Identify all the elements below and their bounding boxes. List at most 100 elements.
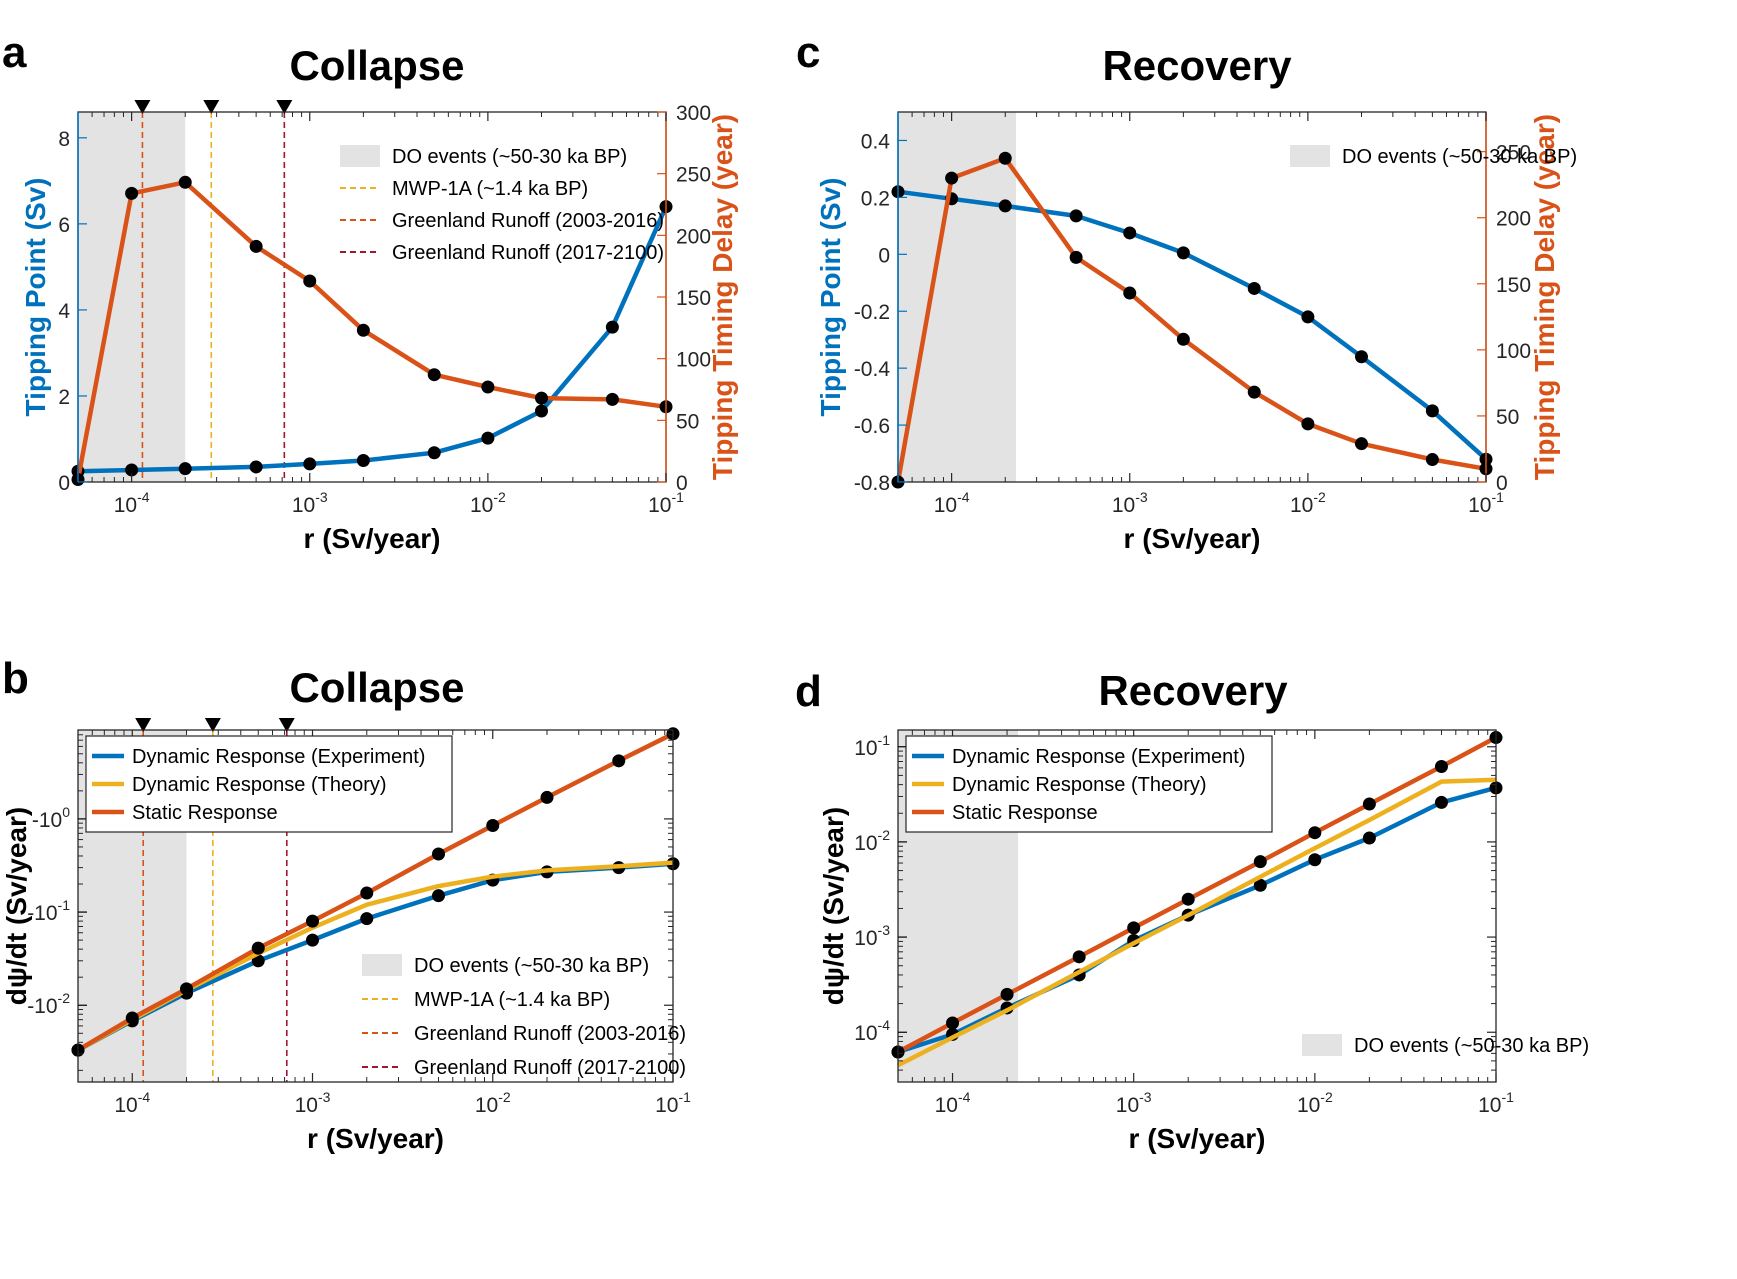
x-tick-label: 10-4 (935, 1089, 971, 1117)
y-tick-label: 0.2 (861, 187, 890, 210)
y-axis-label: Tipping Point (Sv) (815, 177, 846, 416)
y2-tick-label: 200 (676, 225, 711, 248)
data-point-s0-6 (1247, 281, 1261, 295)
data-point-s0-8 (1354, 350, 1368, 364)
y-tick-label-exponent: -2 (878, 827, 891, 843)
data-point-s0-2 (178, 462, 192, 476)
x-tick-label-exponent: -3 (318, 1089, 331, 1105)
x-tick-label: 10-4 (114, 1089, 150, 1117)
y-tick-label-base: 10 (854, 927, 877, 950)
x-tick-label-exponent: -3 (1135, 489, 1148, 505)
x-tick-label: 10-3 (1116, 1089, 1152, 1117)
x-tick-label-base: 10 (1468, 494, 1491, 517)
x-tick-label: 10-4 (934, 489, 970, 517)
y-tick-label: 6 (58, 214, 70, 237)
data-point-s0-7 (1308, 853, 1322, 867)
legend-label: MWP-1A (~1.4 ka BP) (392, 178, 588, 200)
vline-marker-triangle-0 (203, 100, 220, 114)
y2-tick-label: 100 (676, 349, 711, 372)
y-tick-label-exponent: -2 (58, 990, 71, 1006)
data-point-s2-5 (360, 886, 374, 900)
x-tick-label-base: 10 (1112, 494, 1135, 517)
y-tick-label: 10-3 (854, 922, 890, 950)
x-axis-label: r (Sv/year) (1129, 1123, 1266, 1154)
data-point-s1-1 (945, 171, 959, 185)
data-point-s0-8 (1362, 831, 1376, 845)
legend-entry-1: MWP-1A (~1.4 ka BP) (362, 989, 610, 1011)
x-tick-label-base: 10 (470, 494, 493, 517)
x-tick-label: 10-2 (1290, 489, 1326, 517)
y-tick-label-exponent: 0 (62, 804, 70, 820)
y-tick-label: 10-1 (854, 732, 890, 760)
legend-label: Static Response (132, 802, 278, 824)
legend-entry-3: Greenland Runoff (2017-2100) (362, 1057, 686, 1079)
data-point-s1-2 (998, 151, 1012, 165)
data-point-s2-9 (612, 754, 626, 768)
y-tick-label: 2 (58, 386, 70, 409)
legend-entry-1: Dynamic Response (Theory) (912, 774, 1207, 796)
data-point-s2-9 (1434, 760, 1448, 774)
data-point-s2-6 (1253, 855, 1267, 869)
x-tick-label: 10-2 (475, 1089, 511, 1117)
data-point-s1-8 (534, 391, 548, 405)
x-tick-label-base: 10 (114, 1094, 137, 1117)
x-tick-label: 10-3 (1112, 489, 1148, 517)
panel-letter: b (2, 654, 29, 703)
data-point-s0-8 (534, 404, 548, 418)
axes-box (77, 729, 674, 1083)
legend-swatch-patch (1302, 1034, 1342, 1056)
y2-tick-label: 200 (1496, 208, 1531, 231)
x-axis-label: r (Sv/year) (304, 523, 441, 554)
legend-label: Dynamic Response (Experiment) (132, 746, 425, 768)
legend-events: DO events (~50-30 ka BP) MWP-1A (~1.4 ka … (362, 954, 686, 1079)
data-point-s0-4 (303, 457, 317, 471)
x-tick-label-exponent: -1 (1501, 1089, 1514, 1105)
panel-letter: d (795, 667, 822, 716)
data-point-s1-9 (1425, 453, 1439, 467)
data-point-s2-7 (486, 818, 500, 832)
legend-label: Greenland Runoff (2003-2016) (414, 1023, 686, 1045)
data-point-s1-1 (125, 186, 139, 200)
x-tick-label-base: 10 (1290, 494, 1313, 517)
data-point-s0-2 (998, 199, 1012, 213)
y2-tick-label: 250 (1496, 142, 1531, 165)
x-tick-label-base: 10 (1116, 1094, 1139, 1117)
x-tick-label-exponent: -2 (1313, 489, 1326, 505)
data-point-s0-7 (481, 431, 495, 445)
legend-label: DO events (~50-30 ka BP) (414, 955, 649, 977)
panel-title: Collapse (289, 664, 464, 711)
y2-tick-label: 100 (1496, 340, 1531, 363)
series-line-1 (896, 777, 1497, 1068)
legend-label: Dynamic Response (Experiment) (952, 746, 1245, 768)
y2-axis-label: Tipping Timing Delay (year) (707, 114, 738, 480)
y-tick-label-base: -10 (27, 902, 57, 925)
legend-entry-1: MWP-1A (~1.4 ka BP) (340, 178, 588, 200)
legend-entry-2: Greenland Runoff (2003-2016) (340, 210, 664, 232)
axes-box (897, 729, 1497, 1083)
x-tick-label-base: 10 (1297, 1094, 1320, 1117)
panel-title: Recovery (1102, 42, 1292, 89)
data-point-s0-5 (356, 453, 370, 467)
x-tick-label-exponent: -2 (1320, 1089, 1333, 1105)
x-tick-label-base: 10 (1478, 1094, 1501, 1117)
legend-entry-1: Dynamic Response (Theory) (92, 774, 387, 796)
data-point-s0-6 (1253, 878, 1267, 892)
legend-swatch-patch (362, 954, 402, 976)
x-tick-label: 10-1 (655, 1089, 691, 1117)
legend-entry-2: Static Response (912, 802, 1098, 824)
x-tick-label: 10-1 (1478, 1089, 1514, 1117)
legend-entry-0: DO events (~50-30 ka BP) (1302, 1034, 1589, 1057)
y-tick-label: -0.6 (854, 415, 890, 438)
legend-entry-3: Greenland Runoff (2017-2100) (340, 242, 664, 264)
y-tick-label: 0.4 (861, 130, 891, 153)
data-point-s0-9 (1434, 795, 1448, 809)
legend-label: Static Response (952, 802, 1098, 824)
data-point-s2-2 (1000, 987, 1014, 1001)
legend-entry-0: Dynamic Response (Experiment) (912, 746, 1245, 768)
x-tick-label-exponent: -4 (958, 1089, 971, 1105)
data-point-s1-5 (1176, 332, 1190, 346)
y-tick-label: 4 (58, 300, 70, 323)
